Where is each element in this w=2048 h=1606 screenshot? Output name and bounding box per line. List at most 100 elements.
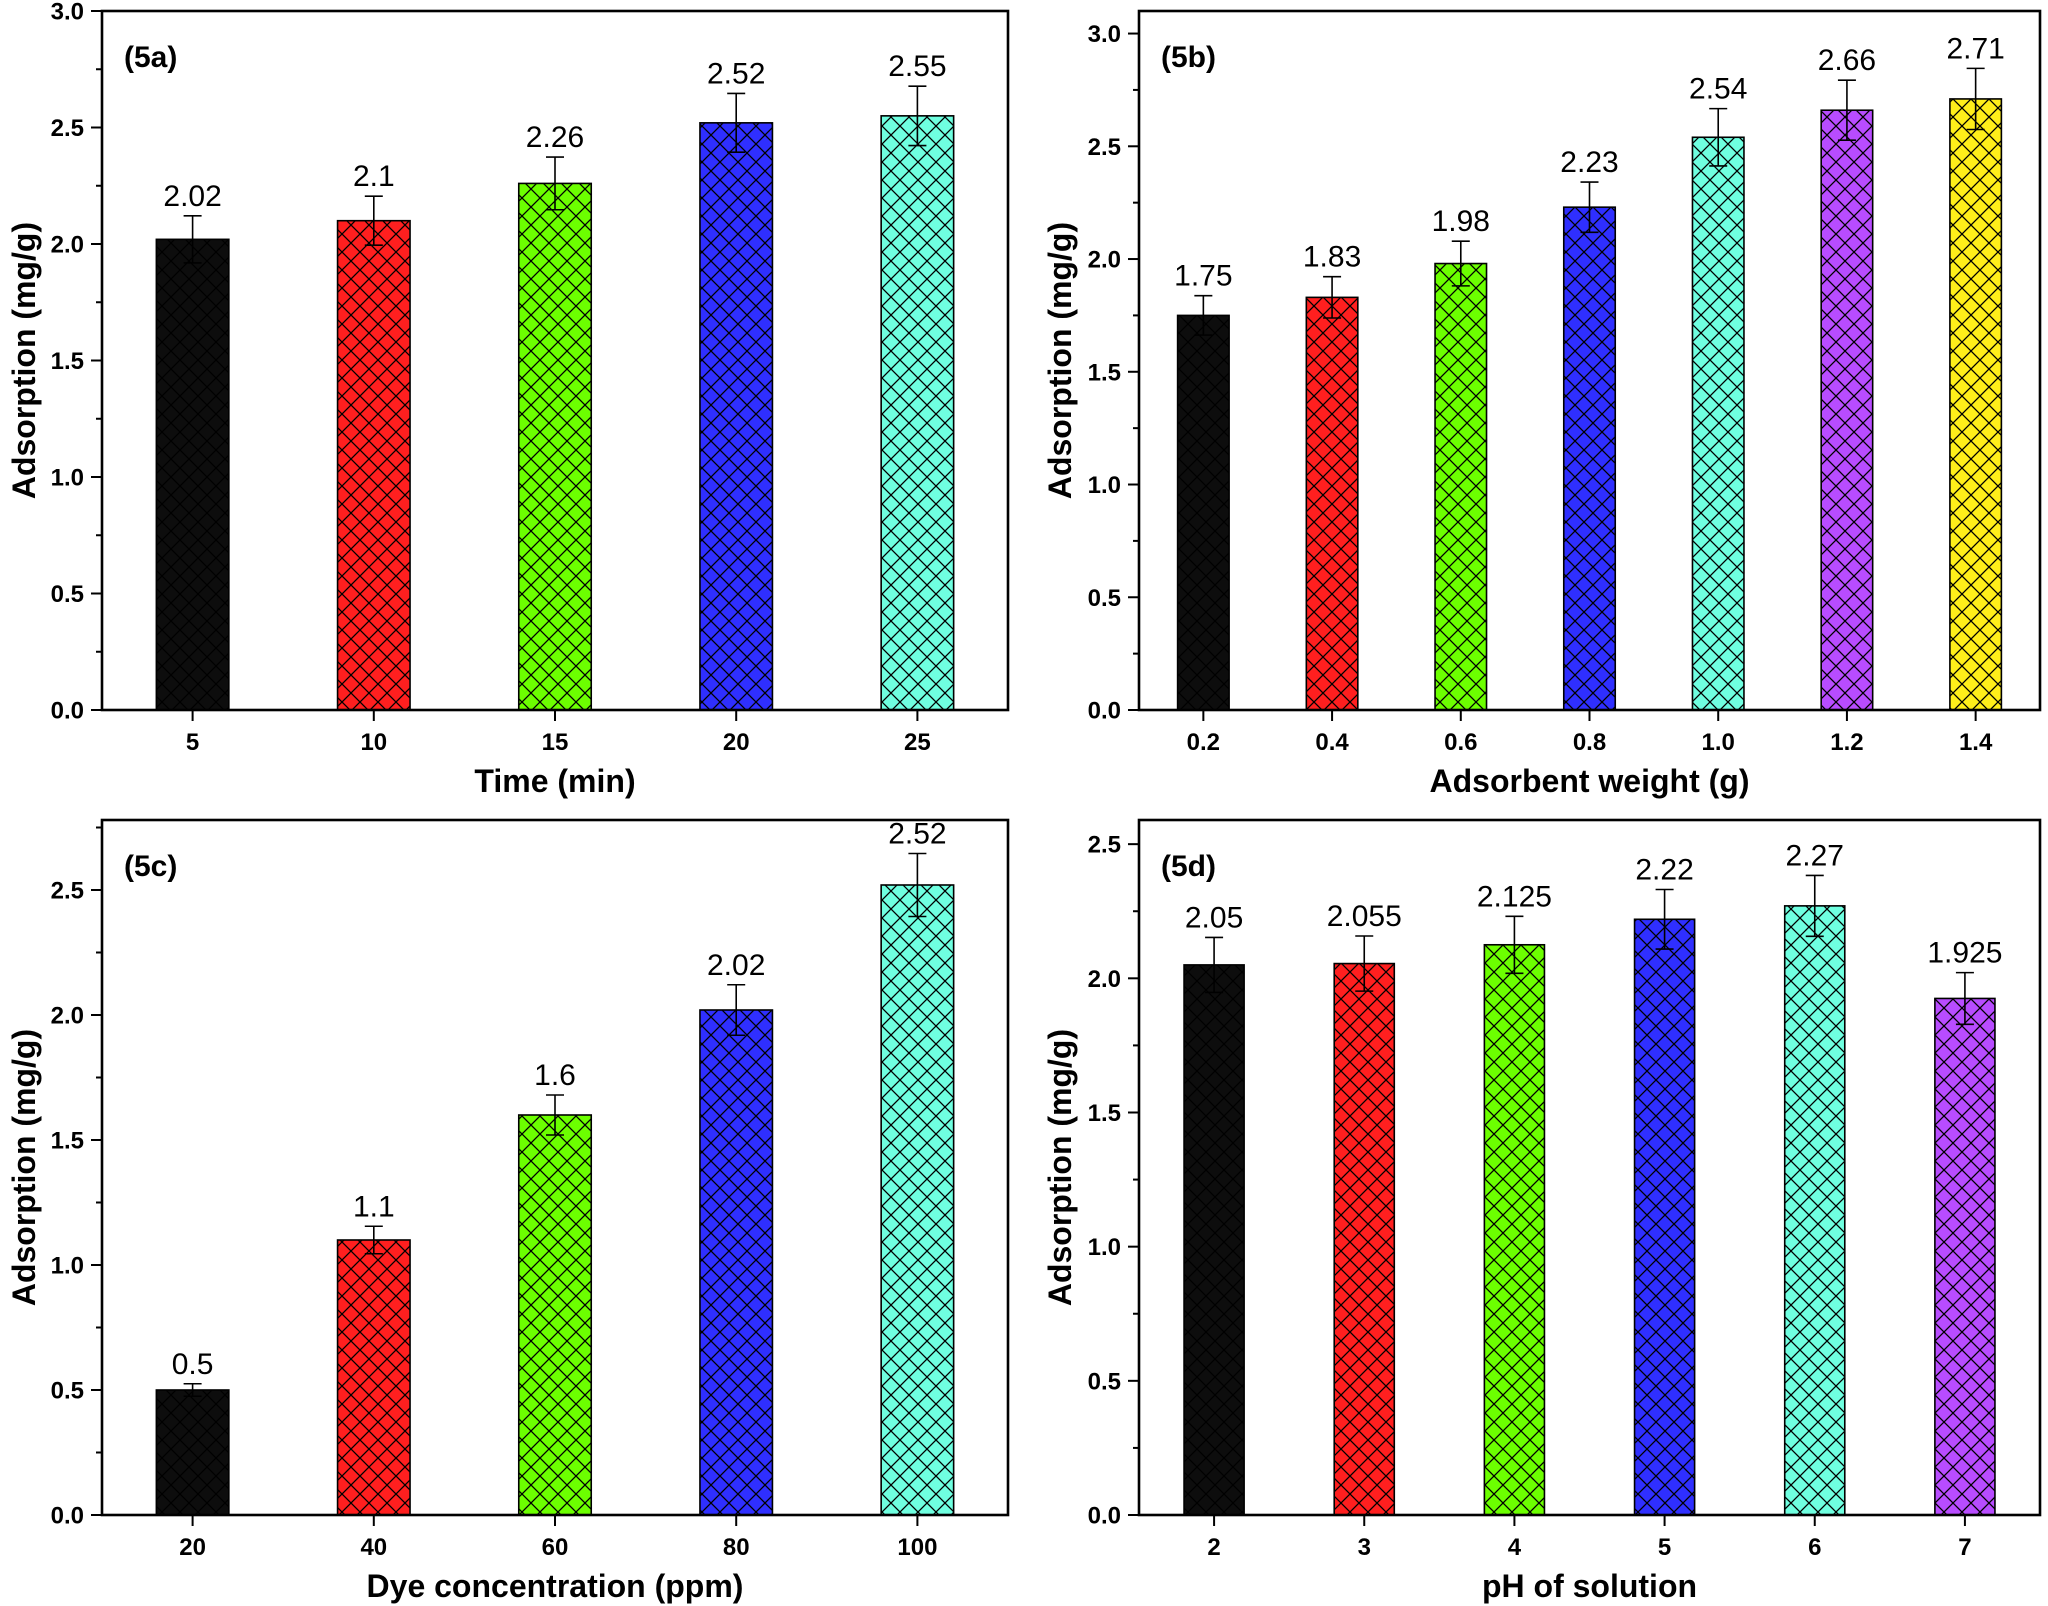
y-tick-label: 0.5 [1088,1368,1121,1395]
y-tick-label: 2.5 [51,878,84,905]
value-label: 2.52 [888,818,946,851]
value-label: 2.71 [1946,32,2004,65]
bar [336,219,411,711]
bar [1562,206,1617,711]
y-tick-label: 0.0 [1088,698,1121,725]
bar [1176,314,1230,711]
y-tick-label: 0.5 [51,1378,84,1405]
bar [1434,262,1488,711]
error-bar [1505,915,1524,975]
y-tick-label: 0.5 [51,581,84,608]
bar [1305,296,1359,711]
bar [880,884,955,1516]
y-tick-label: 0.5 [1088,585,1121,612]
value-label: 1.925 [1927,937,2002,970]
bar [699,1009,774,1516]
y-tick-label: 1.5 [1088,359,1121,386]
value-label: 2.66 [1818,44,1876,77]
bar [1333,962,1396,1516]
bar [1949,98,2003,711]
plot-frame [1137,818,2042,1517]
value-label: 2.02 [707,949,765,982]
x-axis-title: Dye concentration (ppm) [367,1568,744,1604]
bar [517,182,593,711]
value-label: 0.5 [172,1348,214,1381]
y-tick-label: 2.0 [1088,247,1121,274]
y-tick-label: 2.5 [51,115,84,142]
error-bar [1355,935,1374,992]
panel-label: (5c) [124,850,177,883]
panel-label: (5b) [1161,41,1216,74]
bar [517,1114,593,1516]
panel-5c: 0.5 1.1 1.6 2.02 2.52 0.0 0.5 1.0 1.5 2.0 2.5 20 40 6… [6,818,1010,1604]
x-tick-label: 0.6 [1444,729,1477,756]
error-bar [727,983,746,1037]
y-tick-label: 1.5 [1088,1100,1121,1127]
bar [155,1389,230,1516]
value-label: 2.125 [1477,880,1552,913]
error-bar [183,215,202,264]
y-tick-label: 1.5 [51,348,84,375]
panel-5b: 1.75 1.83 1.98 2.23 2.54 2.66 2.71 0.0 0.5 1.0 1.5… [1042,9,2042,799]
bar [1483,943,1546,1516]
value-label: 2.26 [526,121,584,154]
x-tick-label: 10 [360,729,387,756]
x-tick-label: 20 [723,729,750,756]
x-tick-label: 60 [542,1534,569,1561]
error-bar [546,1094,564,1136]
x-tick-label: 7 [1958,1534,1971,1561]
x-tick-label: 3 [1358,1534,1371,1561]
value-label: 2.55 [888,50,946,83]
x-tick-label: 20 [179,1534,206,1561]
error-bar [1194,294,1213,336]
bar [336,1239,411,1516]
error-bar [1451,240,1470,287]
error-bar [364,195,383,246]
error-bar [1805,874,1824,938]
y-tick-label: 2.0 [51,1003,84,1030]
x-tick-label: 1.4 [1959,729,1993,756]
y-tick-label: 3.0 [51,0,84,26]
error-bar [1955,971,1974,1026]
x-axis-title: pH of solution [1482,1568,1697,1604]
bar [1783,905,1846,1516]
value-label: 2.54 [1689,73,1747,106]
error-bar [1837,79,1856,142]
x-tick-label: 15 [542,729,569,756]
value-label: 2.23 [1560,146,1618,179]
value-label: 1.83 [1303,241,1361,274]
value-label: 2.52 [707,57,765,90]
value-label: 1.75 [1174,260,1232,293]
value-label: 2.22 [1635,854,1693,887]
y-tick-label: 0.0 [51,1503,84,1530]
x-tick-label: 1.0 [1702,729,1735,756]
error-bar [908,85,927,147]
error-bar [1655,888,1674,950]
y-tick-label: 2.0 [51,232,84,259]
x-tick-label: 5 [186,729,199,756]
x-tick-label: 2 [1207,1534,1220,1561]
error-bar [1323,275,1342,319]
x-tick-label: 100 [897,1534,937,1561]
y-tick-label: 1.0 [1088,472,1121,499]
value-label: 1.98 [1432,205,1490,238]
x-tick-label: 0.2 [1187,729,1220,756]
x-tick-label: 6 [1808,1534,1821,1561]
value-label: 2.055 [1327,900,1402,933]
x-tick-label: 1.2 [1830,729,1863,756]
value-label: 1.6 [534,1059,576,1092]
error-bar [364,1225,383,1255]
x-tick-label: 25 [904,729,931,756]
y-axis-title: Adsorption (mg/g) [6,222,42,499]
y-tick-label: 1.5 [51,1128,84,1155]
x-tick-label: 0.4 [1315,729,1349,756]
bar [699,122,774,711]
error-bar [183,1382,202,1398]
x-tick-label: 80 [723,1534,750,1561]
x-tick-label: 4 [1508,1534,1522,1561]
y-tick-label: 1.0 [1088,1234,1121,1261]
y-tick-label: 0.0 [51,698,84,725]
value-label: 2.27 [1786,839,1844,872]
